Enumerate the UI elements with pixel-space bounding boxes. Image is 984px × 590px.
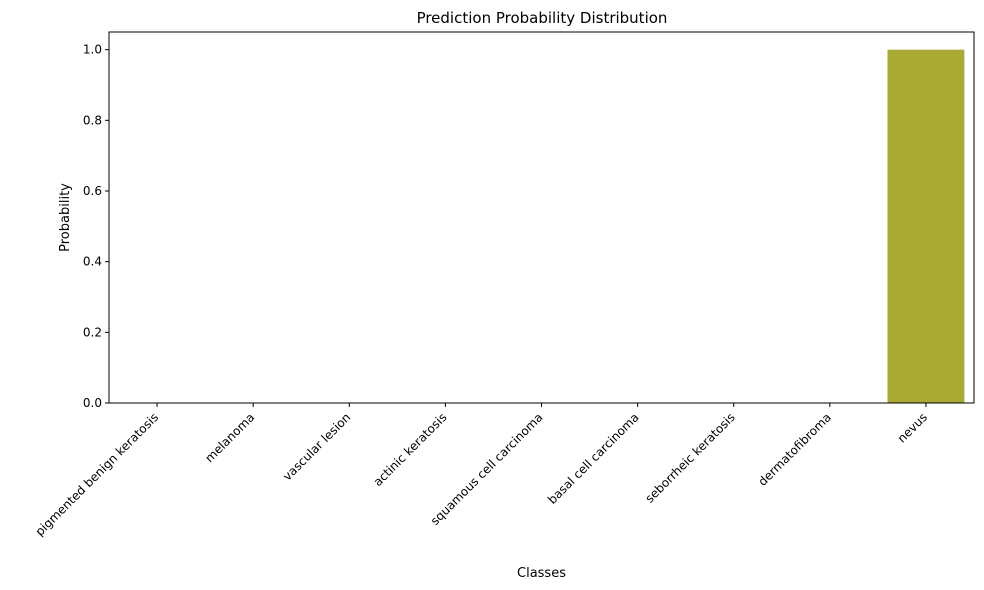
bar-nevus bbox=[887, 49, 965, 404]
x-tick-label: vascular lesion bbox=[280, 410, 353, 483]
chart-title: Prediction Probability Distribution bbox=[417, 9, 668, 27]
x-axis-ticks: pigmented benign keratosis melanoma vascul… bbox=[33, 403, 930, 539]
x-tick-label: nevus bbox=[895, 410, 930, 445]
y-axis-label: Probability bbox=[58, 183, 73, 252]
y-tick-label: 0.0 bbox=[83, 396, 102, 410]
x-tick-label: pigmented benign keratosis bbox=[33, 410, 162, 539]
plot-frame bbox=[108, 31, 975, 404]
y-tick-label: 1.0 bbox=[83, 43, 102, 57]
x-tick-label: melanoma bbox=[202, 410, 257, 465]
y-tick-label: 0.8 bbox=[83, 113, 102, 127]
y-tick-label: 0.2 bbox=[83, 325, 102, 339]
y-axis-ticks: 0.0 0.2 0.4 0.6 0.8 1.0 bbox=[83, 43, 109, 410]
x-tick-label: seborrheic keratosis bbox=[642, 410, 737, 505]
x-tick-label: dermatofibroma bbox=[755, 410, 834, 489]
x-tick-label: actinic keratosis bbox=[371, 410, 450, 489]
x-tick-label: basal cell carcinoma bbox=[545, 410, 642, 507]
x-axis-label: Classes bbox=[517, 566, 566, 581]
y-tick-label: 0.4 bbox=[83, 255, 102, 269]
bar-group bbox=[887, 49, 965, 404]
y-tick-label: 0.6 bbox=[83, 184, 102, 198]
x-tick-label: squamous cell carcinoma bbox=[428, 410, 546, 528]
